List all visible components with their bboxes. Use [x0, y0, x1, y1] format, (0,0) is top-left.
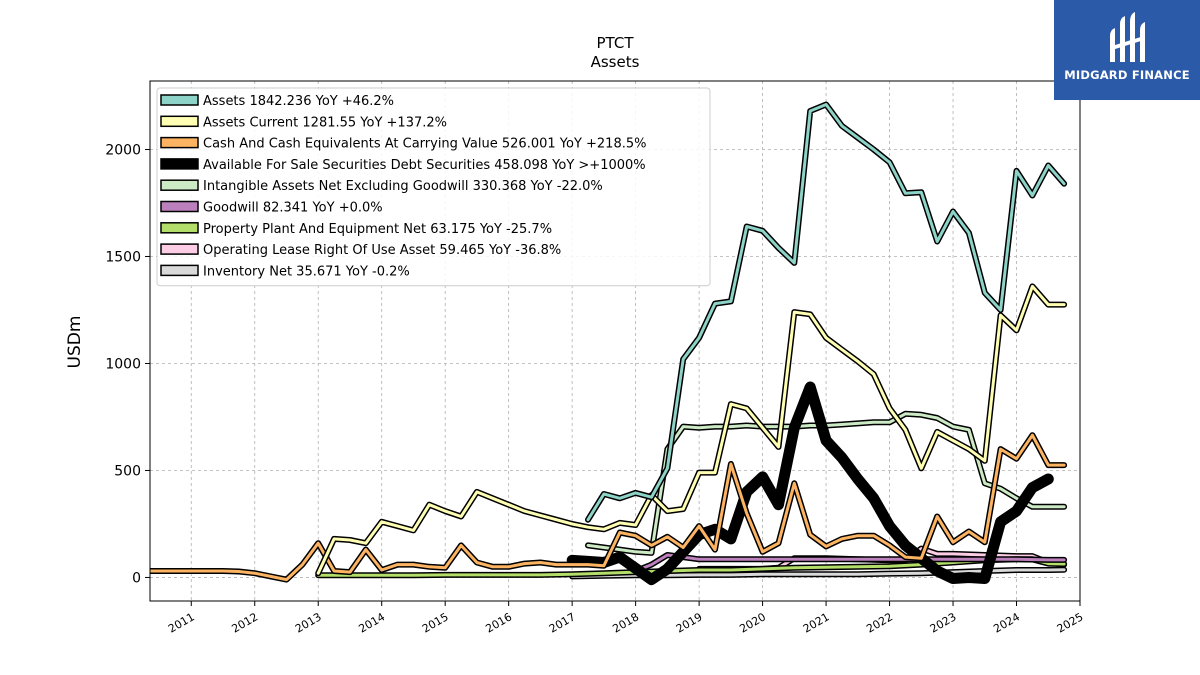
- logo-text: MIDGARD FINANCE: [1064, 68, 1190, 82]
- legend-item: Operating Lease Right Of Use Asset 59.46…: [160, 243, 561, 258]
- series-lines: [150, 101, 1068, 586]
- series-line: [566, 381, 1054, 586]
- x-tick-label: 2024: [991, 610, 1022, 635]
- legend-item: Intangible Assets Net Excluding Goodwill…: [160, 179, 603, 194]
- series-line-stroke: [568, 383, 1053, 584]
- x-tick-label: 2019: [674, 610, 705, 635]
- legend-swatch: [160, 158, 199, 170]
- x-tick-label: 2018: [610, 610, 641, 635]
- series-line: [315, 283, 1068, 577]
- x-tick-label: 2025: [1055, 610, 1086, 635]
- legend-item: Available For Sale Securities Debt Secur…: [160, 158, 646, 173]
- plot-frame: [149, 80, 1081, 602]
- legend-label: Available For Sale Securities Debt Secur…: [203, 158, 646, 173]
- x-tick-label: 2022: [864, 610, 895, 635]
- x-tick-label: 2023: [928, 610, 959, 635]
- chart-subtitle: Assets: [591, 53, 640, 71]
- legend-label: Inventory Net 35.671 YoY -0.2%: [203, 264, 410, 279]
- x-tick-label: 2020: [737, 610, 768, 635]
- x-tick-label: 2016: [483, 610, 514, 635]
- legend-box: [156, 87, 711, 287]
- y-axis-label: USDm: [65, 316, 85, 369]
- legend-swatch: [160, 264, 199, 277]
- legend-swatch: [160, 179, 199, 191]
- chart-title: PTCT: [597, 34, 635, 52]
- x-tick-label: 2011: [166, 610, 197, 635]
- legend-label: Assets Current 1281.55 YoY +137.2%: [203, 115, 447, 130]
- y-tick-label: 0: [132, 570, 141, 586]
- legend-label: Property Plant And Equipment Net 63.175 …: [203, 222, 552, 237]
- legend-label: Goodwill 82.341 YoY +0.0%: [203, 201, 383, 216]
- y-tick-label: 500: [114, 463, 141, 479]
- legend-swatch: [160, 222, 199, 234]
- legend-swatch: [160, 115, 199, 128]
- legend-item: Assets 1842.236 YoY +46.2%: [160, 94, 394, 109]
- y-tick-label: 1500: [105, 249, 141, 265]
- legend-item: Assets Current 1281.55 YoY +137.2%: [160, 115, 447, 130]
- legend-label: Assets 1842.236 YoY +46.2%: [203, 94, 394, 109]
- x-tick-label: 2012: [229, 610, 260, 635]
- midgard-logo-icon: [1110, 12, 1145, 62]
- y-tick-label: 2000: [105, 142, 141, 158]
- legend-swatch: [160, 200, 199, 213]
- series-line-stroke: [316, 284, 1066, 575]
- x-tick-label: 2013: [293, 610, 324, 635]
- legend-label: Intangible Assets Net Excluding Goodwill…: [203, 179, 603, 194]
- series-line: [150, 432, 1068, 583]
- x-tick-label: 2015: [420, 610, 451, 635]
- legend: Assets 1842.236 YoY +46.2% Assets Current…: [156, 87, 711, 287]
- legend-item: Goodwill 82.341 YoY +0.0%: [160, 200, 383, 216]
- legend-swatch: [160, 94, 199, 106]
- x-tick-label: 2021: [801, 610, 832, 635]
- legend-swatch: [160, 243, 199, 255]
- legend-label: Operating Lease Right Of Use Asset 59.46…: [203, 243, 561, 258]
- series-line: [585, 101, 1068, 523]
- legend-item: Property Plant And Equipment Net 63.175 …: [160, 222, 552, 237]
- x-tick-label: 2017: [547, 610, 578, 635]
- legend-label: Cash And Cash Equivalents At Carrying Va…: [203, 137, 646, 152]
- x-tick-label: 2014: [356, 610, 387, 635]
- series-line-stroke: [586, 103, 1066, 522]
- y-tick-label: 1000: [105, 356, 141, 372]
- legend-swatch: [160, 136, 199, 149]
- series-line-stroke: [150, 433, 1066, 582]
- legend-item: Cash And Cash Equivalents At Carrying Va…: [160, 136, 646, 152]
- midgard-logo: MIDGARD FINANCE: [1054, 0, 1200, 100]
- legend-item: Inventory Net 35.671 YoY -0.2%: [160, 264, 410, 279]
